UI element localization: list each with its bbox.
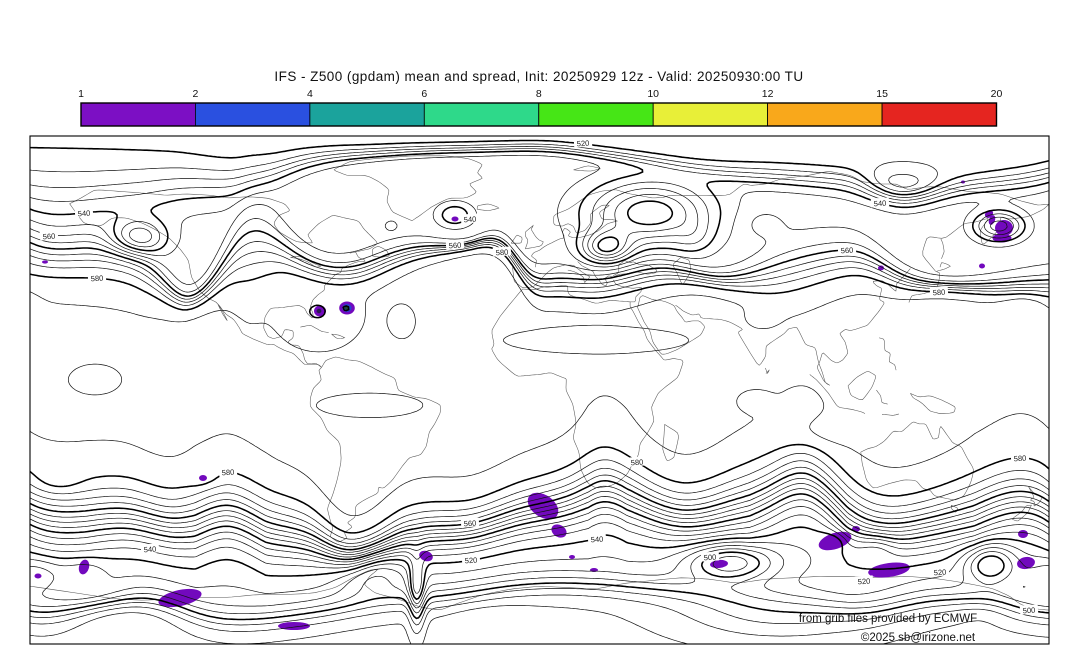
svg-text:580: 580 [495,248,508,258]
svg-text:8: 8 [536,88,542,100]
svg-text:560: 560 [840,246,853,256]
svg-text:IFS - Z500 (gpdam) mean and sp: IFS - Z500 (gpdam) mean and spread, Init… [274,69,803,84]
svg-text:540: 540 [590,535,603,545]
svg-text:20: 20 [991,88,1003,100]
svg-text:2: 2 [192,88,198,100]
svg-text:540: 540 [77,209,90,219]
svg-text:from grib files provided by EC: from grib files provided by ECMWF [799,613,977,625]
svg-text:580: 580 [630,458,643,468]
svg-text:1: 1 [78,88,84,100]
svg-text:520: 520 [464,556,477,566]
svg-text:560: 560 [463,519,476,529]
svg-text:10: 10 [647,88,659,100]
svg-text:520: 520 [857,577,870,587]
svg-text:©2025 sb@irizone.net: ©2025 sb@irizone.net [861,632,976,644]
svg-text:580: 580 [932,288,945,298]
svg-text:15: 15 [876,88,888,100]
svg-text:12: 12 [762,88,774,100]
svg-text:540: 540 [873,199,886,209]
svg-text:500: 500 [1022,606,1035,616]
svg-text:540: 540 [463,215,476,225]
svg-text:540: 540 [143,545,156,555]
svg-text:560: 560 [42,232,55,242]
svg-text:4: 4 [307,88,313,100]
svg-text:580: 580 [221,468,234,478]
svg-text:500: 500 [703,553,716,563]
svg-text:560: 560 [448,241,461,251]
svg-text:580: 580 [90,274,103,284]
svg-text:6: 6 [421,88,427,100]
svg-text:520: 520 [576,139,589,149]
svg-text:520: 520 [933,568,946,578]
svg-text:580: 580 [1013,454,1026,464]
